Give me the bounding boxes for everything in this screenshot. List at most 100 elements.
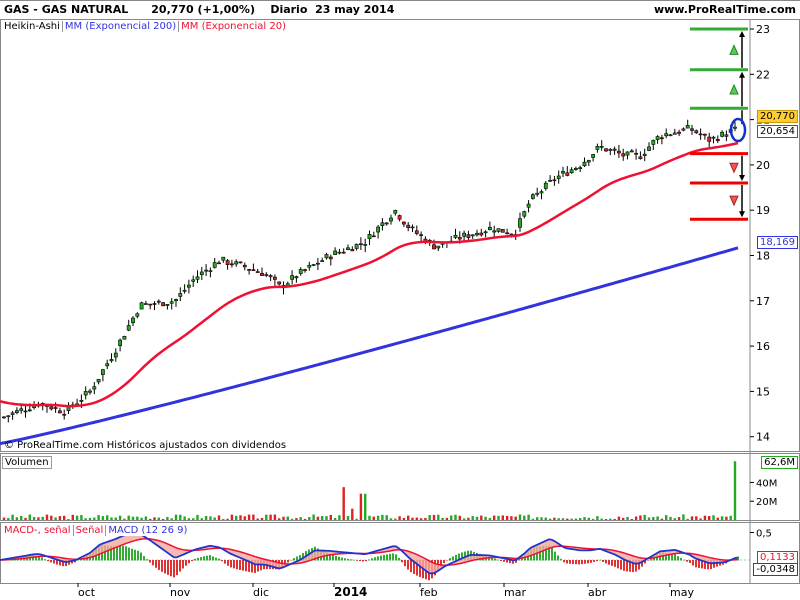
candle-body	[307, 265, 312, 268]
legend-heikin-ashi[interactable]: Heikin-Ashi	[2, 21, 63, 32]
macd-histogram-bar	[140, 552, 142, 561]
x-axis-label: mar	[504, 586, 526, 599]
candle-body	[625, 151, 630, 156]
macd-histogram-bar	[701, 560, 703, 569]
macd-histogram-bar	[167, 560, 169, 575]
volume-bar	[230, 514, 234, 520]
macd-histogram-bar	[107, 545, 109, 561]
macd-histogram-bar	[413, 560, 415, 575]
macd-histogram-bar	[620, 560, 622, 570]
candle-body	[92, 386, 97, 390]
candle-body	[311, 264, 316, 266]
macd-histogram-bar	[608, 560, 610, 565]
macd-histogram-bar	[518, 558, 520, 561]
macd-histogram-bar	[416, 560, 418, 576]
macd-histogram-bar	[638, 560, 640, 570]
candle-body	[191, 279, 196, 282]
candle-body	[156, 300, 161, 303]
macd-histogram-bar	[674, 554, 676, 561]
volume-bar	[308, 517, 311, 520]
candle-body	[350, 249, 355, 252]
candle-body	[715, 139, 720, 142]
current-price-highlight	[729, 117, 747, 143]
macd-histogram-bar	[371, 558, 373, 561]
volume-bar	[192, 518, 195, 520]
site-link[interactable]: www.ProRealTime.com	[653, 3, 796, 16]
macd-histogram-bar	[155, 560, 157, 568]
candle-body	[672, 132, 677, 135]
macd-histogram-bar	[143, 556, 145, 561]
legend-macd-signal[interactable]: MACD-, señal	[2, 525, 74, 536]
candle-body	[573, 167, 578, 170]
candle-body	[303, 269, 307, 271]
candle-body	[268, 275, 273, 278]
volume-bar	[282, 516, 285, 520]
macd-histogram-bar	[548, 545, 550, 561]
volume-bar	[50, 515, 53, 520]
macd-histogram-bar	[590, 560, 592, 563]
volume-bar	[424, 517, 427, 520]
macd-histogram-bar	[200, 557, 202, 561]
legend-ema20[interactable]: MM (Exponencial 20)	[181, 21, 286, 32]
volume-last-tag: 62,6M	[761, 456, 798, 469]
volume-bar	[179, 514, 182, 520]
macd-histogram-bar	[302, 552, 304, 561]
volume-bar	[372, 516, 375, 520]
candle-body	[367, 234, 372, 240]
y-tick-label: 19	[756, 204, 770, 217]
volume-bar	[540, 517, 543, 520]
candle-body	[79, 399, 84, 402]
volume-bar	[342, 487, 345, 520]
volume-bar	[617, 516, 621, 520]
x-axis-label: abr	[588, 586, 607, 599]
candle-body	[487, 226, 492, 231]
macd-histogram-bar	[242, 560, 244, 571]
macd-histogram-bar	[635, 560, 637, 572]
volume-bar	[321, 516, 324, 520]
macd-histogram-bar	[296, 556, 298, 561]
candle-body	[535, 192, 540, 195]
period-label: Diario	[270, 3, 308, 16]
volume-bar	[381, 514, 384, 520]
macd-histogram-bar	[146, 559, 148, 561]
volume-bar	[20, 515, 23, 520]
macd-histogram-bar	[47, 560, 49, 562]
macd-histogram-bar	[374, 557, 376, 561]
candle-body	[324, 254, 329, 259]
volume-legend[interactable]: Volumen	[2, 456, 52, 469]
candle-body	[294, 276, 299, 279]
macd-histogram-bar	[401, 560, 403, 563]
candle-body	[62, 413, 67, 416]
volume-bar	[591, 518, 595, 520]
volume-bar	[639, 515, 642, 520]
candle-body	[556, 175, 561, 179]
volume-bar	[80, 515, 83, 520]
candle-body	[595, 146, 600, 150]
volume-bar	[484, 516, 487, 520]
volume-bar	[88, 517, 92, 520]
volume-bar	[144, 516, 148, 520]
candle-body	[131, 317, 135, 324]
volume-bar	[394, 518, 397, 520]
macd-histogram-bar	[710, 560, 712, 570]
macd-histogram-bar	[461, 552, 463, 561]
macd-histogram-bar	[287, 560, 289, 563]
candle-body	[393, 210, 398, 214]
volume-bar	[570, 518, 573, 520]
candle-body	[277, 281, 282, 285]
volume-bar	[536, 517, 539, 520]
legend-signal[interactable]: Señal	[73, 525, 107, 536]
candle-body	[681, 128, 686, 131]
candle-body	[315, 262, 320, 265]
candle-body	[647, 146, 651, 151]
macd-histogram-bar	[515, 560, 517, 563]
volume-bar	[273, 514, 277, 520]
legend-ema200[interactable]: MM (Exponencial 200)	[62, 21, 180, 32]
candle-body	[651, 140, 656, 145]
volume-bar	[411, 517, 414, 520]
red-down-icon	[729, 162, 739, 174]
legend-macd[interactable]: MACD (12 26 9)	[108, 525, 188, 536]
candle-body	[462, 232, 467, 237]
volume-bar	[600, 518, 603, 520]
macd-histogram-bar	[560, 558, 562, 561]
